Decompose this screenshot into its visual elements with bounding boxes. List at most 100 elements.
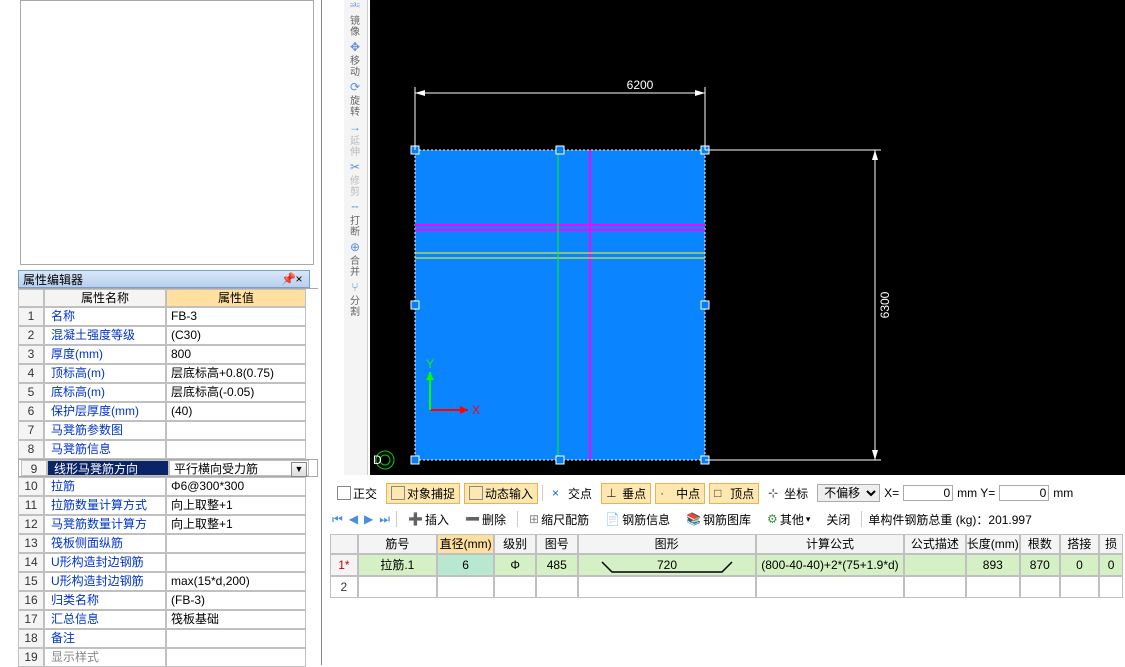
col-header[interactable]: 筋号 [358,534,437,554]
col-header[interactable]: 根数 [1020,534,1060,554]
prop-value[interactable]: (40) [166,402,306,421]
table-row[interactable]: 2 [330,576,1123,598]
prop-row[interactable]: 13 筏板侧面纵筋 [18,534,318,553]
table-row[interactable]: 1*拉筋.16Φ485720(800-40-40)+2*(75+1.9*d)89… [330,554,1123,576]
vtool-修剪: ✂修剪 [344,160,366,200]
nav-next-icon[interactable]: ▶ [364,512,373,526]
col-header[interactable] [330,534,358,554]
snap-正交[interactable]: 正交 [332,483,382,504]
prop-row[interactable]: 8 马凳筋信息 [18,440,318,459]
prop-value[interactable]: 筏板基础 [166,610,306,629]
snap-中点[interactable]: ·中点 [655,483,705,504]
vtool-打断[interactable]: ╌打断 [344,200,366,240]
prop-value[interactable]: max(15*d,200) [166,572,306,591]
rebar-info-button[interactable]: 📄钢筋信息 [600,509,675,530]
prop-name: 厚度(mm) [44,345,166,364]
snap-顶点[interactable]: □顶点 [709,483,759,504]
vtool-分割[interactable]: ⑂分割 [344,280,366,320]
prop-row[interactable]: 11 拉筋数量计算方式 向上取整+1 [18,496,318,515]
drawing-canvas[interactable]: 6200 6300 X Y D [370,0,1125,475]
snap-坐标[interactable]: ⊹坐标 [763,483,813,504]
prop-row[interactable]: 17 汇总信息 筏板基础 [18,610,318,629]
prop-value[interactable]: 向上取整+1 [166,515,306,534]
prop-row[interactable]: 10 拉筋 Φ6@300*300 [18,477,318,496]
prop-value[interactable] [166,440,306,459]
table-cell [578,576,756,598]
insert-button[interactable]: ➕插入 [403,509,454,530]
x-label: X= [884,486,899,500]
col-header[interactable]: 公式描述 [904,534,965,554]
offset-select[interactable]: 不偏移 [817,484,880,502]
prop-value[interactable]: FB-3 [166,307,306,326]
prop-value[interactable]: (C30) [166,326,306,345]
prop-value[interactable]: 向上取整+1 [166,496,306,515]
prop-row-num: 18 [18,629,44,648]
vtool-镜像[interactable]: ⎃镜像 [344,0,366,40]
vtool-旋转[interactable]: ⟳旋转 [344,80,366,120]
prop-row[interactable]: 3 厚度(mm) 800 [18,345,318,364]
close-button[interactable]: 关闭 [821,509,855,530]
table-cell [1060,576,1100,598]
prop-row[interactable]: 19 显示样式 [18,648,318,667]
prop-value[interactable] [166,421,306,440]
nav-first-icon[interactable]: ⏮ [332,512,343,527]
snap-动态输入[interactable]: 动态输入 [464,483,538,504]
col-header[interactable]: 级别 [494,534,536,554]
col-header[interactable]: 损 [1099,534,1123,554]
snap-对象捕捉[interactable]: 对象捕捉 [386,483,460,504]
prop-row[interactable]: 14 U形构造封边钢筋 [18,553,318,572]
prop-row[interactable]: 7 马凳筋参数图 [18,421,318,440]
prop-row[interactable]: 16 归类名称 (FB-3) [18,591,318,610]
delete-button[interactable]: ➖删除 [460,509,511,530]
pin-icon[interactable]: 📌 [281,272,293,286]
prop-row[interactable]: 2 混凝土强度等级 (C30) [18,326,318,345]
table-cell: 拉筋.1 [358,554,437,576]
table-cell [1020,576,1060,598]
prop-row[interactable]: 18 备注 [18,629,318,648]
nav-prev-icon[interactable]: ◀ [349,512,358,526]
prop-row-num: 17 [18,610,44,629]
nav-last-icon[interactable]: ⏭ [379,512,390,527]
prop-value[interactable] [166,629,306,648]
prop-value[interactable]: (FB-3) [166,591,306,610]
snap-垂点[interactable]: ⊥垂点 [601,483,651,504]
prop-value[interactable]: 层底标高(-0.05) [166,383,306,402]
table-cell: Φ [494,554,536,576]
rebar-lib-button[interactable]: 📚钢筋图库 [681,509,756,530]
col-header[interactable]: 计算公式 [756,534,904,554]
x-input[interactable] [903,485,953,501]
tree-panel [20,0,314,265]
chevron-down-icon[interactable]: ▼ [291,462,307,477]
snap-交点[interactable]: ×交点 [547,483,597,504]
prop-value[interactable] [166,534,306,553]
prop-value[interactable]: 平行横向受力筋▼ [169,460,309,476]
prop-row[interactable]: 9 线形马凳筋方向 平行横向受力筋▼ [18,459,318,477]
other-button[interactable]: ⚙其他▾ [762,509,815,530]
col-header[interactable]: 搭接 [1060,534,1100,554]
prop-value[interactable] [166,648,306,667]
prop-row[interactable]: 5 底标高(m) 层底标高(-0.05) [18,383,318,402]
prop-value[interactable] [166,553,306,572]
prop-row[interactable]: 15 U形构造封边钢筋 max(15*d,200) [18,572,318,591]
prop-header-name: 属性名称 [44,289,166,307]
prop-row[interactable]: 1 名称 FB-3 [18,307,318,326]
prop-name: 底标高(m) [44,383,166,402]
y-input[interactable] [999,485,1049,501]
prop-row[interactable]: 6 保护层厚度(mm) (40) [18,402,318,421]
table-cell: 1* [330,554,358,576]
vtool-合并[interactable]: ⊕合并 [344,240,366,280]
col-header[interactable]: 长度(mm) [966,534,1020,554]
prop-value[interactable]: 800 [166,345,306,364]
prop-value[interactable]: Φ6@300*300 [166,477,306,496]
prop-row[interactable]: 4 顶标高(m) 层底标高+0.8(0.75) [18,364,318,383]
scale-button[interactable]: ⊞缩尺配筋 [524,509,594,530]
close-icon[interactable]: × [293,272,305,286]
col-header[interactable]: 直径(mm) [437,534,494,554]
col-header[interactable]: 图形 [578,534,756,554]
prop-row[interactable]: 12 马凳筋数量计算方 向上取整+1 [18,515,318,534]
vtool-移动[interactable]: ✥移动 [344,40,366,80]
prop-name: U形构造封边钢筋 [44,553,166,572]
col-header[interactable]: 图号 [536,534,578,554]
prop-value[interactable]: 层底标高+0.8(0.75) [166,364,306,383]
prop-row-num: 16 [18,591,44,610]
